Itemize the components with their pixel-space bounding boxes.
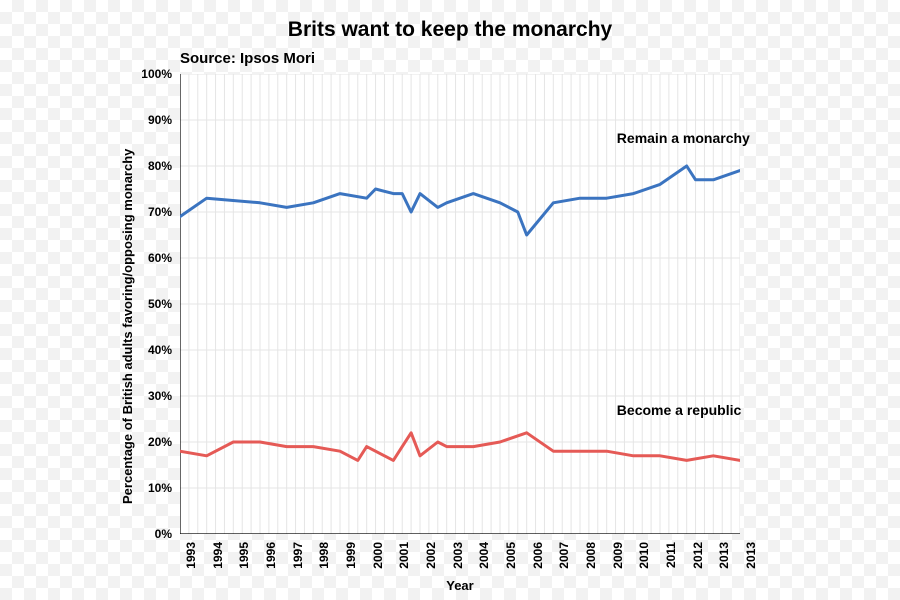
x-tick-label: 1997 <box>291 542 305 569</box>
chart-subtitle: Source: Ipsos Mori <box>180 50 315 67</box>
x-tick-label: 2000 <box>371 542 385 569</box>
x-tick-label: 1999 <box>344 542 358 569</box>
y-tick-label: 20% <box>132 435 172 449</box>
x-tick-label: 2010 <box>637 542 651 569</box>
chart-title: Brits want to keep the monarchy <box>0 18 900 42</box>
x-tick-label: 2008 <box>584 542 598 569</box>
x-tick-label: 2013 <box>717 542 731 569</box>
x-tick-label: 2013 <box>744 542 758 569</box>
x-tick-label: 2011 <box>664 542 678 568</box>
x-tick-label: 2009 <box>611 542 625 569</box>
x-tick-label: 2007 <box>557 542 571 569</box>
y-tick-label: 30% <box>132 389 172 403</box>
series-label: Become a republic <box>617 402 742 418</box>
x-tick-label: 1995 <box>237 542 251 569</box>
y-tick-label: 0% <box>132 527 172 541</box>
y-tick-label: 10% <box>132 481 172 495</box>
plot-area: 0%10%20%30%40%50%60%70%80%90%100% 199319… <box>180 74 740 534</box>
y-tick-label: 80% <box>132 159 172 173</box>
x-axis-label: Year <box>180 578 740 593</box>
chart-stage: Brits want to keep the monarchy Source: … <box>0 0 900 600</box>
x-tick-label: 2012 <box>691 542 705 569</box>
x-tick-label: 2005 <box>504 542 518 569</box>
y-tick-label: 100% <box>132 67 172 81</box>
x-tick-label: 1994 <box>211 542 225 569</box>
x-tick-label: 2004 <box>477 542 491 569</box>
y-tick-label: 40% <box>132 343 172 357</box>
x-tick-label: 1996 <box>264 542 278 569</box>
y-axis-label: Percentage of British adults favoring/op… <box>120 149 135 504</box>
series-label: Remain a monarchy <box>617 130 750 146</box>
y-tick-label: 60% <box>132 251 172 265</box>
x-tick-label: 2001 <box>397 542 411 569</box>
x-tick-label: 2006 <box>531 542 545 569</box>
x-tick-label: 2003 <box>451 542 465 569</box>
x-tick-label: 2002 <box>424 542 438 569</box>
y-tick-label: 90% <box>132 113 172 127</box>
y-tick-label: 50% <box>132 297 172 311</box>
x-tick-label: 1998 <box>317 542 331 569</box>
y-tick-label: 70% <box>132 205 172 219</box>
x-tick-label: 1993 <box>184 542 198 569</box>
